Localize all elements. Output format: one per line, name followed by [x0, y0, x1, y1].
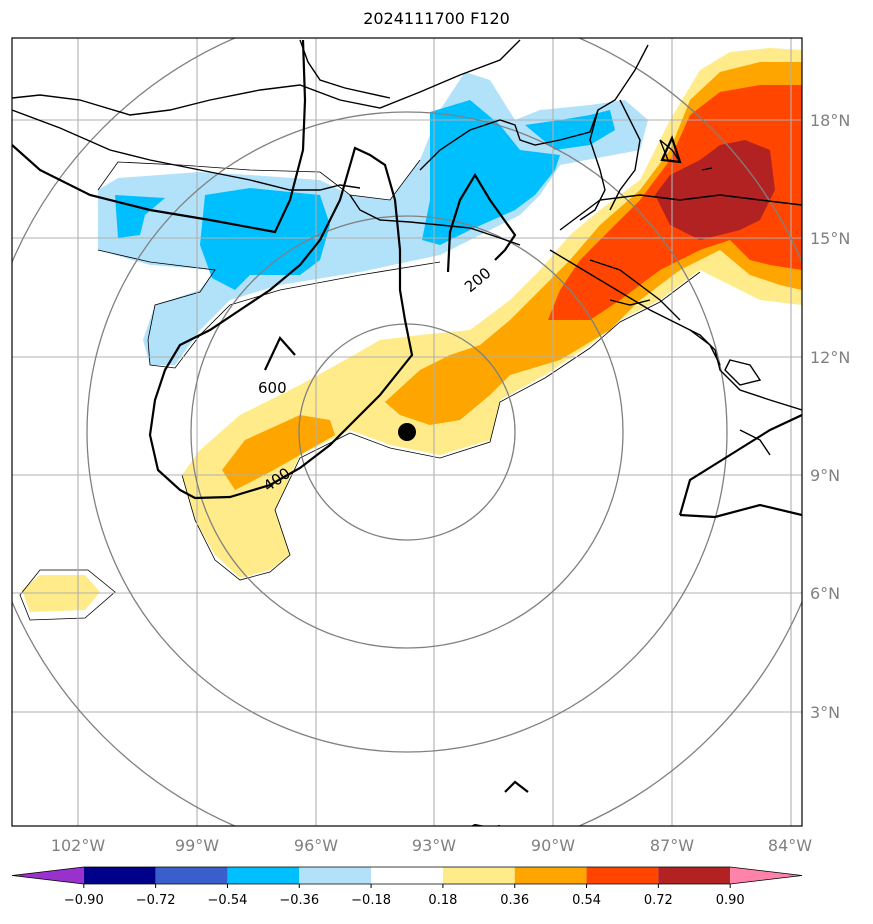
colorbar-swatch: [730, 867, 802, 884]
longitude-labels: 102°W 99°W 96°W 93°W 90°W 87°W 84°W: [51, 836, 812, 855]
height-contours: [12, 39, 802, 826]
lon-label: 93°W: [412, 836, 456, 855]
coastlines: [12, 39, 802, 456]
contour-label-text: 600: [258, 379, 287, 397]
lon-label: 87°W: [650, 836, 694, 855]
colorbar-tick-label: −0.18: [351, 893, 391, 908]
colorbar-tick-label: 0.18: [428, 893, 457, 908]
storm-center-dot: [398, 423, 416, 441]
field-outlines: [19, 159, 701, 621]
colorbar-swatch: [442, 867, 515, 884]
range-rings: [12, 38, 802, 826]
colorbar-swatch: [155, 867, 228, 884]
lat-label: 12°N: [810, 348, 850, 367]
colorbar-tick-label: −0.90: [64, 893, 104, 908]
map-title: 2024111700 F120: [363, 9, 510, 28]
colorbar-tick-label: −0.36: [279, 893, 319, 908]
colorbar-swatch: [371, 867, 443, 884]
colorbar-swatch: [83, 867, 156, 884]
positive-field-darkred: [655, 140, 775, 240]
lon-label: 102°W: [51, 836, 106, 855]
graticule: [12, 38, 802, 826]
lat-label: 18°N: [810, 111, 850, 130]
colorbar-tick-label: 0.72: [644, 893, 673, 908]
colorbar-tick-label: 0.90: [716, 893, 745, 908]
colorbar-swatch: [514, 867, 587, 884]
lat-label: 3°N: [810, 703, 840, 722]
lat-label: 15°N: [810, 229, 850, 248]
colorbar-tick-label: 0.54: [572, 893, 601, 908]
colorbar-swatch: [586, 867, 659, 884]
colorbar-tick-label: −0.72: [136, 893, 176, 908]
colorbar-swatch: [658, 867, 731, 884]
lon-label: 96°W: [294, 836, 338, 855]
colorbar-swatch: [227, 867, 300, 884]
colorbar-swatch: [12, 867, 84, 884]
contour-label-600: 600: [258, 379, 287, 397]
lon-label: 99°W: [175, 836, 219, 855]
latitude-labels: 18°N 15°N 12°N 9°N 6°N 3°N: [810, 111, 850, 722]
map-frame: [11, 37, 803, 827]
lat-label: 6°N: [810, 584, 840, 603]
lon-label: 84°W: [768, 836, 812, 855]
colorbar: −0.90 −0.72 −0.54 −0.36 −0.18 0.18 0.36 0.54 0.7…: [11, 866, 803, 908]
colorbar-tick-label: 0.36: [500, 893, 529, 908]
lat-label: 9°N: [810, 466, 840, 485]
colorbar-swatch: [299, 867, 372, 884]
colorbar-tick-label: −0.54: [208, 893, 248, 908]
lon-label: 90°W: [531, 836, 575, 855]
